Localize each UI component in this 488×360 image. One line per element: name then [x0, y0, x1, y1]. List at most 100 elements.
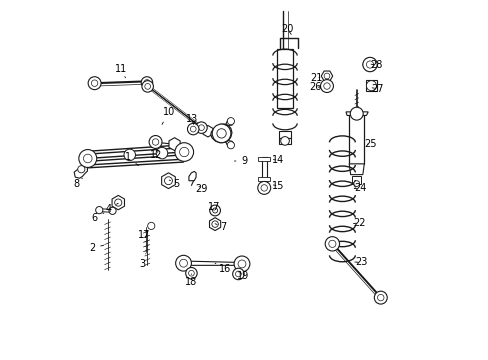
Circle shape [144, 80, 149, 85]
Text: 12: 12 [150, 150, 163, 160]
Text: 10: 10 [162, 107, 175, 125]
Circle shape [232, 268, 244, 280]
Text: 5: 5 [169, 179, 179, 189]
Polygon shape [346, 112, 367, 116]
Circle shape [115, 199, 122, 206]
Text: 16: 16 [215, 263, 230, 274]
Polygon shape [362, 58, 376, 71]
Text: 1: 1 [124, 152, 138, 166]
Circle shape [325, 237, 339, 251]
Circle shape [79, 149, 97, 167]
Text: 27: 27 [370, 84, 383, 94]
Circle shape [362, 57, 376, 72]
Polygon shape [112, 195, 124, 210]
Polygon shape [99, 209, 112, 212]
Circle shape [227, 141, 234, 149]
Circle shape [78, 166, 85, 173]
Circle shape [147, 222, 155, 229]
Circle shape [149, 135, 162, 148]
Polygon shape [321, 71, 332, 81]
Circle shape [152, 139, 159, 145]
Circle shape [156, 147, 167, 159]
Text: 17: 17 [207, 202, 220, 212]
Text: 19: 19 [236, 271, 248, 281]
Polygon shape [348, 164, 364, 175]
Circle shape [261, 185, 267, 191]
Circle shape [366, 61, 373, 68]
Text: 21: 21 [309, 73, 322, 83]
Text: 14: 14 [272, 155, 284, 165]
Polygon shape [203, 126, 212, 137]
Circle shape [235, 271, 241, 277]
Polygon shape [209, 218, 220, 230]
Text: 23: 23 [354, 257, 366, 267]
Circle shape [328, 240, 335, 247]
Circle shape [141, 77, 152, 88]
Polygon shape [225, 118, 233, 126]
Circle shape [366, 81, 376, 91]
Circle shape [175, 143, 193, 161]
Circle shape [109, 207, 116, 215]
Circle shape [377, 294, 383, 301]
Circle shape [188, 270, 194, 276]
Circle shape [257, 181, 270, 194]
Circle shape [209, 205, 220, 216]
Text: 3: 3 [139, 253, 145, 269]
Polygon shape [210, 124, 231, 143]
Circle shape [88, 77, 101, 90]
Text: 4: 4 [105, 203, 118, 214]
Text: 26: 26 [309, 82, 321, 93]
Text: 2: 2 [89, 243, 103, 253]
Circle shape [234, 256, 249, 272]
Circle shape [349, 107, 363, 120]
Circle shape [91, 80, 98, 86]
Circle shape [217, 129, 226, 138]
Circle shape [320, 80, 333, 93]
Polygon shape [169, 138, 180, 150]
Text: 9: 9 [234, 156, 247, 166]
Polygon shape [225, 140, 233, 148]
Circle shape [190, 126, 196, 132]
Text: 25: 25 [364, 139, 376, 149]
Text: 20: 20 [281, 24, 293, 35]
Bar [258, 177, 270, 181]
Bar [258, 157, 270, 161]
Text: 13: 13 [186, 114, 198, 125]
Text: 15: 15 [272, 181, 284, 191]
Circle shape [96, 207, 102, 214]
Circle shape [175, 255, 191, 271]
Circle shape [164, 177, 172, 185]
Text: 8: 8 [73, 178, 82, 189]
Circle shape [179, 147, 188, 157]
Circle shape [187, 123, 199, 135]
Circle shape [238, 260, 245, 268]
Circle shape [185, 267, 197, 279]
Circle shape [124, 149, 135, 161]
Circle shape [373, 291, 386, 304]
Text: 29: 29 [195, 184, 207, 194]
Text: 22: 22 [352, 218, 365, 228]
Polygon shape [74, 164, 87, 178]
Circle shape [179, 259, 187, 267]
Circle shape [195, 122, 207, 134]
Circle shape [142, 81, 153, 92]
Circle shape [324, 73, 329, 79]
Circle shape [323, 83, 329, 89]
Circle shape [144, 84, 150, 89]
Bar [278, 131, 290, 138]
Text: 24: 24 [353, 183, 366, 193]
Polygon shape [162, 173, 175, 189]
Text: 18: 18 [184, 274, 197, 287]
Circle shape [353, 181, 359, 186]
Circle shape [212, 208, 217, 213]
Text: 11: 11 [114, 64, 127, 78]
Bar [276, 49, 292, 108]
Bar [348, 116, 364, 164]
Circle shape [280, 136, 289, 145]
Bar [351, 176, 361, 184]
Polygon shape [183, 261, 241, 265]
Bar [261, 157, 266, 182]
Circle shape [198, 125, 204, 131]
Circle shape [211, 221, 218, 227]
Circle shape [83, 154, 92, 163]
